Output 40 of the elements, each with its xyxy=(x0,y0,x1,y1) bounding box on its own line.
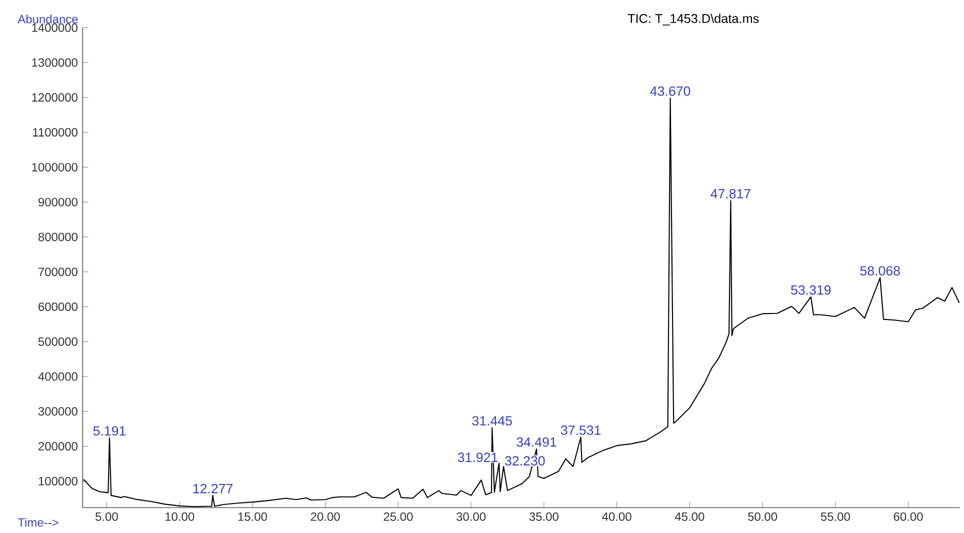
y-tick-label: 1100000 xyxy=(33,128,78,137)
annotation: 5.191 xyxy=(93,426,126,436)
y-tick-label: 1200000 xyxy=(32,93,78,102)
x-tick-label: 55.00 xyxy=(820,512,850,521)
annotation: 58.068 xyxy=(860,266,900,276)
y-tick-label: 300000 xyxy=(38,407,78,416)
x-tick-label: 10.00 xyxy=(165,512,194,521)
x-tick-label: 5.00 xyxy=(96,512,118,521)
annotation: 12.277 xyxy=(193,484,232,494)
annotation: 47.817 xyxy=(710,188,750,198)
x-tick-label: 25.00 xyxy=(384,512,413,521)
x-tick-label: 15.00 xyxy=(238,512,267,521)
annotation: 43.670 xyxy=(650,86,690,96)
chart-title: TIC: T_1453.D\data.ms xyxy=(628,14,759,26)
y-tick-label: 100000 xyxy=(38,476,78,486)
annotation: 32.230 xyxy=(504,456,545,466)
y-tick-label: 400000 xyxy=(38,372,78,381)
y-tick-label: 500000 xyxy=(38,337,78,346)
annotation: 37.531 xyxy=(560,426,601,435)
annotation: 31.921 xyxy=(458,452,498,462)
y-tick-label: 1000000 xyxy=(32,162,78,172)
annotation: 53.319 xyxy=(791,285,831,295)
y-tick-label: 900000 xyxy=(38,198,78,206)
annotation: 31.445 xyxy=(472,416,512,426)
y-axis-title: Abundance xyxy=(18,14,78,24)
x-axis-title: Time--> xyxy=(18,518,58,527)
x-tick-label: 60.00 xyxy=(894,512,923,521)
x-tick-label: 45.00 xyxy=(674,512,704,521)
x-tick-label: 40.00 xyxy=(602,512,632,521)
x-tick-label: 50.00 xyxy=(748,512,778,521)
y-tick-label: 1400000 xyxy=(32,23,78,32)
y-tick-label: 800000 xyxy=(38,232,78,242)
x-tick-label: 20.00 xyxy=(310,512,340,521)
annotation: 34.491 xyxy=(516,437,556,447)
y-tick-label: 1300000 xyxy=(32,58,78,67)
y-tick-label: 700000 xyxy=(38,268,78,276)
x-tick-label: 35.00 xyxy=(529,512,558,521)
x-tick-label: 30.00 xyxy=(456,512,486,521)
y-tick-label: 200000 xyxy=(38,442,78,451)
y-tick-label: 600000 xyxy=(38,302,78,311)
